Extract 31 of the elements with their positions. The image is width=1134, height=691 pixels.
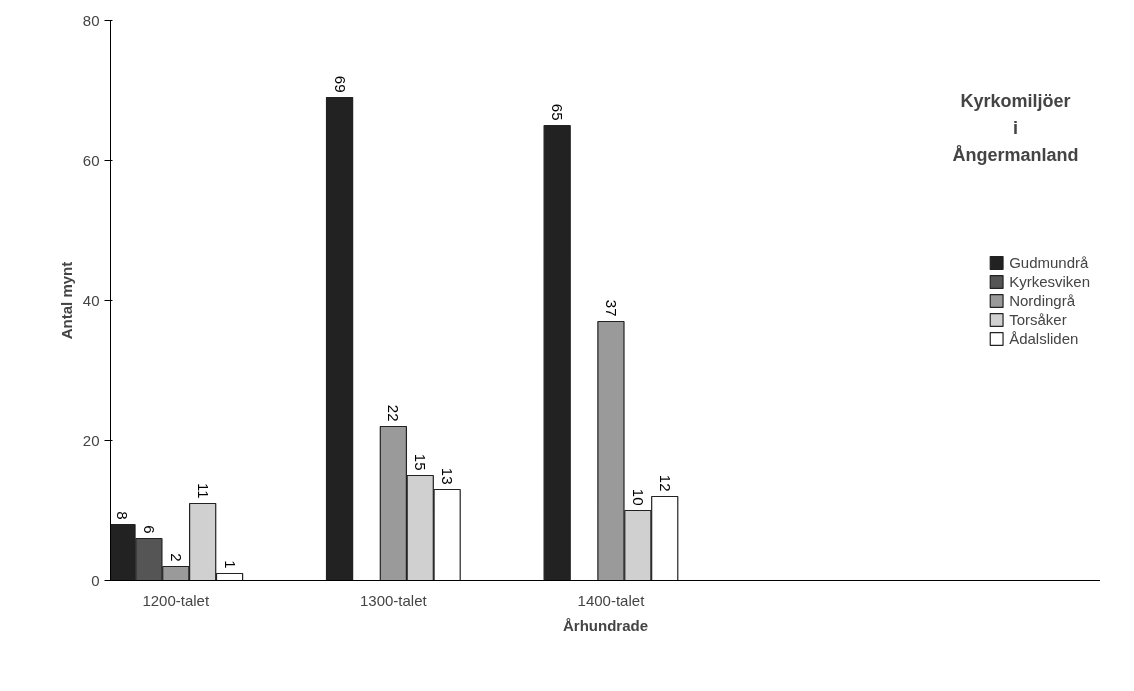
legend-title: Kyrkomiljöer i Ångermanland [952,90,1079,165]
x-tick-label: 1200-talet [142,591,210,609]
y-axis-title: Antal mynt [57,261,75,340]
data-label: 15 [412,453,430,471]
data-label: 22 [385,404,403,422]
y-tick-label: 40 [82,291,100,309]
data-label: 8 [113,511,131,520]
y-tick-label: 60 [82,151,100,169]
legend-label: Torsåker [1009,310,1067,328]
data-label: 65 [549,103,567,121]
data-label: 37 [602,299,620,317]
y-tick-label: 0 [91,571,100,589]
data-label: 13 [439,467,457,485]
legend-label: Ådalsliden [1009,329,1079,347]
bar [325,96,354,581]
data-label: 1 [221,560,239,569]
y-tick-label: 20 [82,431,100,449]
y-tick-label: 80 [82,11,100,29]
legend-label: Kyrkesviken [1009,272,1090,290]
data-label: 11 [194,482,212,499]
data-label: 12 [656,474,674,492]
data-label: 6 [140,525,158,534]
data-label: 2 [167,553,185,562]
x-axis-title: Århundrade [563,616,649,634]
x-tick-label: 1400-talet [577,591,646,609]
x-tick-label: 1300-talet [360,591,428,609]
data-label: 69 [331,75,349,93]
data-label: 10 [629,488,647,506]
legend-label: Gudmundrå [1009,253,1089,271]
bar [543,124,571,581]
legend-label: Nordingrå [1009,291,1076,309]
